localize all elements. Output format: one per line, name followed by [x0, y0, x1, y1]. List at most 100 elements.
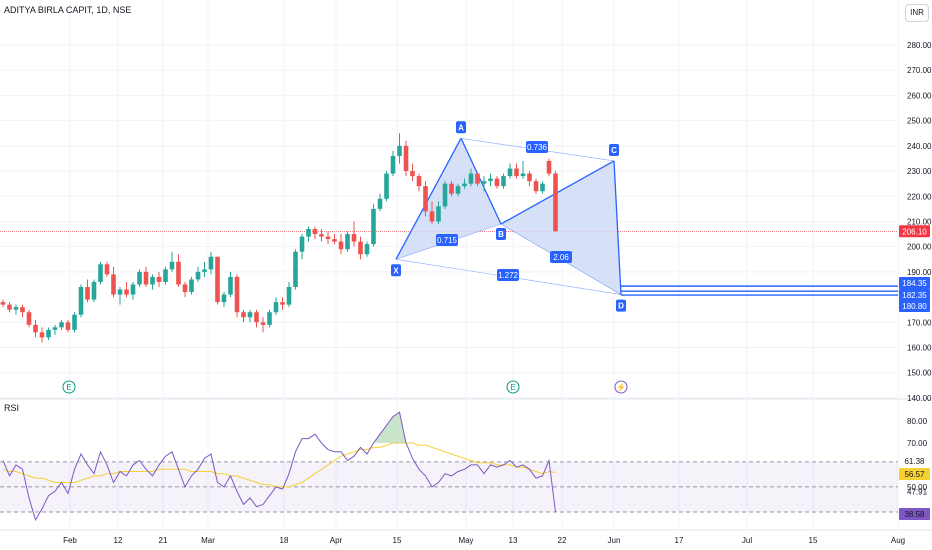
candle[interactable] — [371, 203, 376, 247]
candle[interactable] — [416, 173, 422, 192]
dividend-event[interactable]: ⚡ — [614, 380, 628, 394]
pattern-point-a[interactable]: A — [456, 121, 466, 134]
rsi-title[interactable]: RSI — [4, 403, 19, 413]
candle[interactable] — [254, 309, 259, 328]
candle[interactable] — [143, 266, 149, 287]
price-axis[interactable]: 280.00 270.00 260.00 250.00 240.00 230.00 220.… — [907, 41, 932, 403]
candle[interactable] — [260, 317, 266, 333]
candle[interactable] — [228, 271, 233, 298]
ratio-label-bd[interactable]: 2.06 — [550, 251, 572, 263]
candle[interactable] — [111, 266, 116, 298]
candle[interactable] — [13, 304, 19, 315]
candle[interactable] — [332, 234, 337, 245]
candle[interactable] — [442, 181, 448, 209]
candle[interactable] — [59, 319, 64, 330]
candle[interactable] — [65, 319, 71, 333]
candle[interactable] — [247, 309, 253, 323]
candle[interactable] — [455, 183, 461, 197]
ratio-label-xb[interactable]: 0.715 — [436, 234, 458, 246]
candle[interactable] — [202, 261, 207, 277]
candle[interactable] — [215, 256, 220, 305]
candle[interactable] — [462, 178, 467, 189]
candlestick-series[interactable] — [0, 133, 558, 343]
candle[interactable] — [533, 178, 539, 194]
candle[interactable] — [26, 309, 32, 328]
candle[interactable] — [189, 276, 194, 295]
candle[interactable] — [494, 176, 500, 189]
pattern-point-d[interactable]: D — [616, 299, 626, 312]
pattern-triangle-bcd[interactable] — [501, 160, 621, 295]
candle[interactable] — [429, 201, 435, 224]
candle[interactable] — [468, 168, 474, 187]
candle[interactable] — [33, 319, 38, 338]
earnings-event[interactable]: E — [506, 380, 520, 394]
candle[interactable] — [345, 231, 350, 252]
candle[interactable] — [299, 234, 305, 260]
candle[interactable] — [553, 171, 558, 232]
pattern-point-c[interactable]: C — [609, 143, 619, 156]
candle[interactable] — [325, 231, 331, 245]
candle[interactable] — [20, 304, 25, 318]
candle[interactable] — [273, 297, 279, 315]
currency-button[interactable]: INR — [905, 4, 929, 22]
candle[interactable] — [130, 281, 136, 300]
candle[interactable] — [423, 181, 428, 217]
earnings-event[interactable]: E — [62, 380, 76, 394]
candle[interactable] — [267, 309, 272, 328]
candle[interactable] — [436, 201, 441, 224]
target-levels[interactable] — [621, 285, 898, 296]
candle[interactable] — [137, 269, 142, 287]
candle[interactable] — [150, 274, 155, 290]
ratio-label-xd[interactable]: 1.272 — [497, 269, 519, 281]
candle[interactable] — [306, 226, 311, 242]
candle[interactable] — [540, 181, 545, 194]
candle[interactable] — [182, 281, 188, 298]
candle[interactable] — [390, 150, 396, 177]
candle[interactable] — [475, 173, 480, 187]
candle[interactable] — [98, 261, 103, 285]
candle[interactable] — [195, 266, 201, 282]
pattern-leg-xa[interactable] — [395, 137, 462, 260]
candle[interactable] — [117, 287, 123, 305]
rsi-ma-line[interactable] — [2, 442, 556, 488]
candle[interactable] — [169, 251, 175, 272]
candle[interactable] — [163, 266, 168, 285]
candle[interactable] — [286, 281, 292, 308]
candle[interactable] — [293, 249, 298, 290]
candle[interactable] — [358, 236, 363, 260]
candle[interactable] — [377, 193, 383, 212]
candle[interactable] — [52, 324, 58, 335]
candle[interactable] — [351, 221, 357, 247]
candle[interactable] — [91, 279, 97, 303]
candle[interactable] — [384, 171, 389, 202]
candle[interactable] — [507, 163, 513, 179]
candle[interactable] — [319, 229, 324, 242]
candle[interactable] — [124, 281, 129, 298]
candle[interactable] — [338, 234, 344, 255]
pattern-leg-ab[interactable] — [460, 137, 502, 225]
event-markers[interactable]: E E ⚡ — [62, 380, 628, 394]
candle[interactable] — [7, 302, 12, 313]
candle[interactable] — [85, 279, 90, 303]
candle[interactable] — [39, 327, 45, 343]
candle[interactable] — [72, 312, 77, 333]
candle[interactable] — [520, 160, 526, 179]
candle[interactable] — [397, 133, 402, 164]
candle[interactable] — [234, 274, 240, 318]
pattern-leg-cd[interactable] — [613, 160, 622, 295]
candle[interactable] — [312, 226, 318, 240]
harmonic-pattern[interactable] — [395, 137, 622, 295]
candle[interactable] — [364, 241, 370, 257]
candle[interactable] — [78, 284, 84, 318]
rsi-line[interactable] — [2, 411, 556, 522]
pattern-point-x[interactable]: X — [391, 264, 401, 277]
candle[interactable] — [46, 327, 51, 340]
ratio-label-ac[interactable]: 0.736 — [526, 141, 548, 153]
candle[interactable] — [104, 261, 110, 277]
candle[interactable] — [514, 163, 519, 179]
candle[interactable] — [501, 173, 506, 189]
candle[interactable] — [176, 254, 181, 287]
time-axis[interactable]: Feb 12 21 Mar 18 Apr 15 May 13 22 Jun 17 Jul 15 Aug — [63, 536, 905, 545]
candle[interactable] — [280, 297, 285, 310]
